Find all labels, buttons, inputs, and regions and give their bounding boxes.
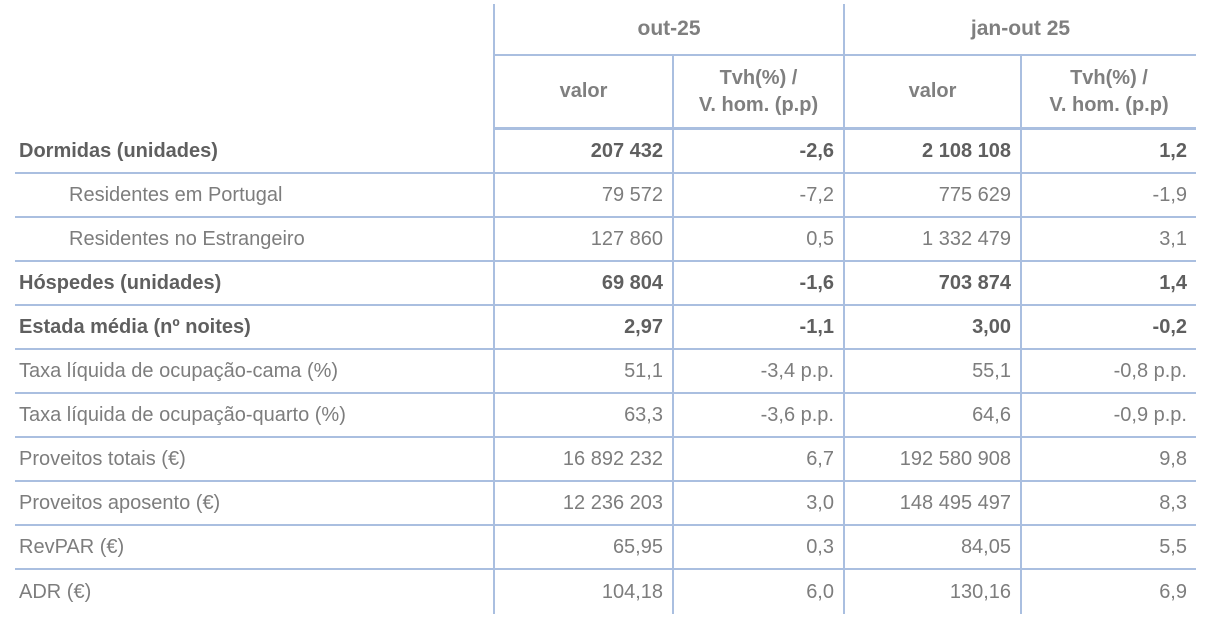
subheader-spacer: [15, 56, 493, 130]
tvh-line1: Tvh(%) /: [719, 66, 798, 89]
row-label: Taxa líquida de ocupação-cama (%): [15, 350, 493, 394]
row-label: ADR (€): [19, 580, 92, 603]
row-label: Proveitos totais (€): [15, 438, 493, 482]
tvh-line2: V. hom. (p.p): [1049, 93, 1169, 116]
cell-value: 1 332 479: [843, 218, 1020, 262]
cell-value: 192 580 908: [843, 438, 1020, 482]
row-label: Proveitos aposento (€): [15, 482, 493, 526]
row-label: Residentes em Portugal: [15, 174, 493, 218]
row-label: Dormidas (unidades): [15, 130, 493, 174]
cell-value: 2,97: [493, 306, 672, 350]
cell-value: -7,2: [672, 174, 843, 218]
cell-value: 79 572: [493, 174, 672, 218]
cell-value: 8,3: [1020, 482, 1196, 526]
cell-value: 9,8: [1020, 438, 1196, 482]
cell-value: -0,9 p.p.: [1020, 394, 1196, 438]
column-group-out-25: out-25: [493, 4, 843, 56]
cell-value: 16 892 232: [493, 438, 672, 482]
cell-value: 127 860: [493, 218, 672, 262]
tvh-line2: V. hom. (p.p): [698, 93, 819, 116]
cell-value: 1,2: [1020, 130, 1196, 174]
cell-value: 5,5: [1020, 526, 1196, 570]
cell-value: 703 874: [843, 262, 1020, 306]
cell-value: 84,05: [843, 526, 1020, 570]
cell-value: 3,00: [843, 306, 1020, 350]
cell-value: 6,7: [672, 438, 843, 482]
cell-value: 207 432: [493, 130, 672, 174]
cell-value: 2 108 108: [843, 130, 1020, 174]
column-group-jan-out-25: jan-out 25: [843, 4, 1196, 56]
cell-value: 1,4: [1020, 262, 1196, 306]
row-label: Residentes no Estrangeiro: [15, 218, 493, 262]
cell-value: 0,3: [672, 526, 843, 570]
cell-value: 69 804: [493, 262, 672, 306]
cell-value: -3,6 p.p.: [672, 394, 843, 438]
cell-value: 63,3: [493, 394, 672, 438]
cell-value: 3,1: [1020, 218, 1196, 262]
cell-value: -0,2: [1020, 306, 1196, 350]
row-label: RevPAR (€): [15, 526, 493, 570]
subheader-valor-janout25: valor: [843, 56, 1020, 130]
cell-value: 6,9: [1020, 570, 1196, 614]
cell-value: 64,6: [843, 394, 1020, 438]
cell-value: -1,9: [1020, 174, 1196, 218]
subheader-tvh-out25: Tvh(%) / V. hom. (p.p): [672, 56, 843, 130]
cell-value: 6,0: [672, 570, 843, 614]
cell-value: -1,1: [672, 306, 843, 350]
cell-value: 3,0: [672, 482, 843, 526]
row-label: Hóspedes (unidades): [15, 262, 493, 306]
cell-value: 775 629: [843, 174, 1020, 218]
tvh-line1: Tvh(%) /: [1070, 66, 1148, 89]
cell-value: -3,4 p.p.: [672, 350, 843, 394]
subheader-tvh-janout25: Tvh(%) / V. hom. (p.p): [1020, 56, 1196, 130]
cell-value: 65,95: [493, 526, 672, 570]
cell-value: -2,6: [672, 130, 843, 174]
cell-value: 148 495 497: [843, 482, 1020, 526]
cell-value: -0,8 p.p.: [1020, 350, 1196, 394]
cell-value: 12 236 203: [493, 482, 672, 526]
subheader-valor-out25: valor: [493, 56, 672, 130]
cell-value: 55,1: [843, 350, 1020, 394]
cell-value: 51,1: [493, 350, 672, 394]
row-label: Estada média (nº noites): [15, 306, 493, 350]
cell-value: 130,16: [843, 570, 1020, 614]
cell-value: -1,6: [672, 262, 843, 306]
cell-value: 104,18: [493, 570, 672, 614]
cell-value: 0,5: [672, 218, 843, 262]
tourism-indicators-table: out-25 jan-out 25 valor Tvh(%) / V. hom.…: [15, 4, 1196, 614]
header-corner-spacer: [15, 4, 493, 56]
row-label: Taxa líquida de ocupação-quarto (%): [15, 394, 493, 438]
